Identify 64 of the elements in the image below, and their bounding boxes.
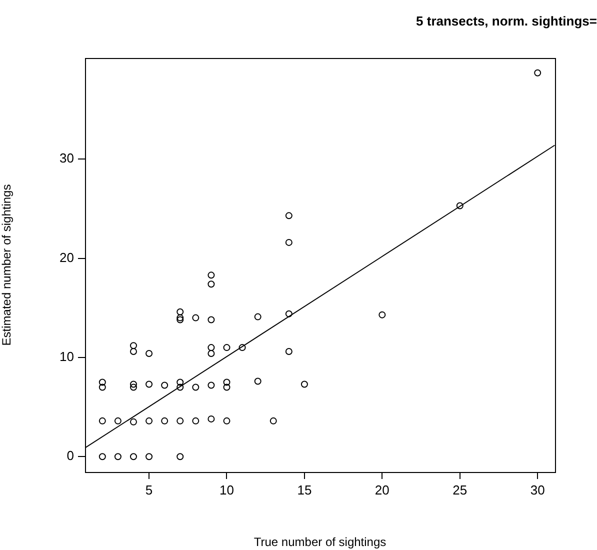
point — [300, 380, 308, 388]
point — [285, 212, 292, 220]
point — [270, 417, 277, 424]
point — [130, 348, 137, 356]
point — [534, 69, 542, 76]
y-tick-label: 20 — [60, 250, 74, 265]
point — [98, 384, 106, 391]
x-tick-label: 5 — [145, 482, 153, 498]
point — [161, 417, 168, 424]
point — [223, 417, 230, 424]
x-tick-label: 30 — [530, 482, 545, 498]
point — [223, 378, 230, 386]
point — [192, 417, 200, 424]
point — [254, 313, 262, 320]
y-tick-label: 30 — [60, 150, 74, 166]
point — [378, 311, 386, 318]
x-tick-label: 10 — [220, 482, 234, 498]
point — [208, 316, 215, 324]
point — [130, 453, 137, 460]
y-tick-label: 0 — [66, 448, 74, 464]
point — [285, 310, 292, 318]
point — [208, 272, 215, 279]
point — [285, 348, 292, 356]
point — [208, 280, 215, 288]
chart-title: 5 transects, norm. sightings= — [416, 14, 597, 29]
point — [176, 316, 184, 324]
y-tick-label: 10 — [60, 349, 74, 364]
point — [223, 384, 230, 391]
point — [98, 417, 106, 424]
point — [130, 384, 137, 391]
point — [98, 378, 106, 386]
point — [176, 453, 184, 460]
point — [146, 380, 153, 388]
point — [208, 350, 215, 357]
point — [208, 415, 215, 422]
point — [176, 378, 184, 386]
y-axis-title: Estimated number of sightings — [0, 184, 14, 346]
point — [130, 342, 137, 350]
point — [456, 202, 464, 210]
point — [176, 384, 184, 391]
point — [98, 453, 106, 460]
point — [254, 378, 262, 385]
point — [192, 384, 200, 391]
x-axis-title: True number of sightings — [254, 535, 386, 550]
x-tick-label: 20 — [374, 482, 390, 498]
x-tick-label: 25 — [452, 482, 468, 498]
x-tick-label: 15 — [297, 482, 312, 498]
point — [192, 314, 200, 322]
point — [176, 308, 184, 316]
point — [208, 344, 215, 352]
point — [146, 453, 153, 460]
point — [208, 382, 215, 389]
point — [130, 418, 137, 426]
point — [114, 453, 122, 460]
point — [223, 344, 230, 352]
point — [161, 382, 168, 389]
point — [114, 417, 122, 424]
point — [285, 238, 292, 246]
point — [238, 344, 246, 352]
point — [176, 417, 184, 424]
point — [146, 417, 153, 424]
point — [176, 314, 184, 322]
point — [146, 350, 153, 357]
point — [130, 380, 137, 388]
